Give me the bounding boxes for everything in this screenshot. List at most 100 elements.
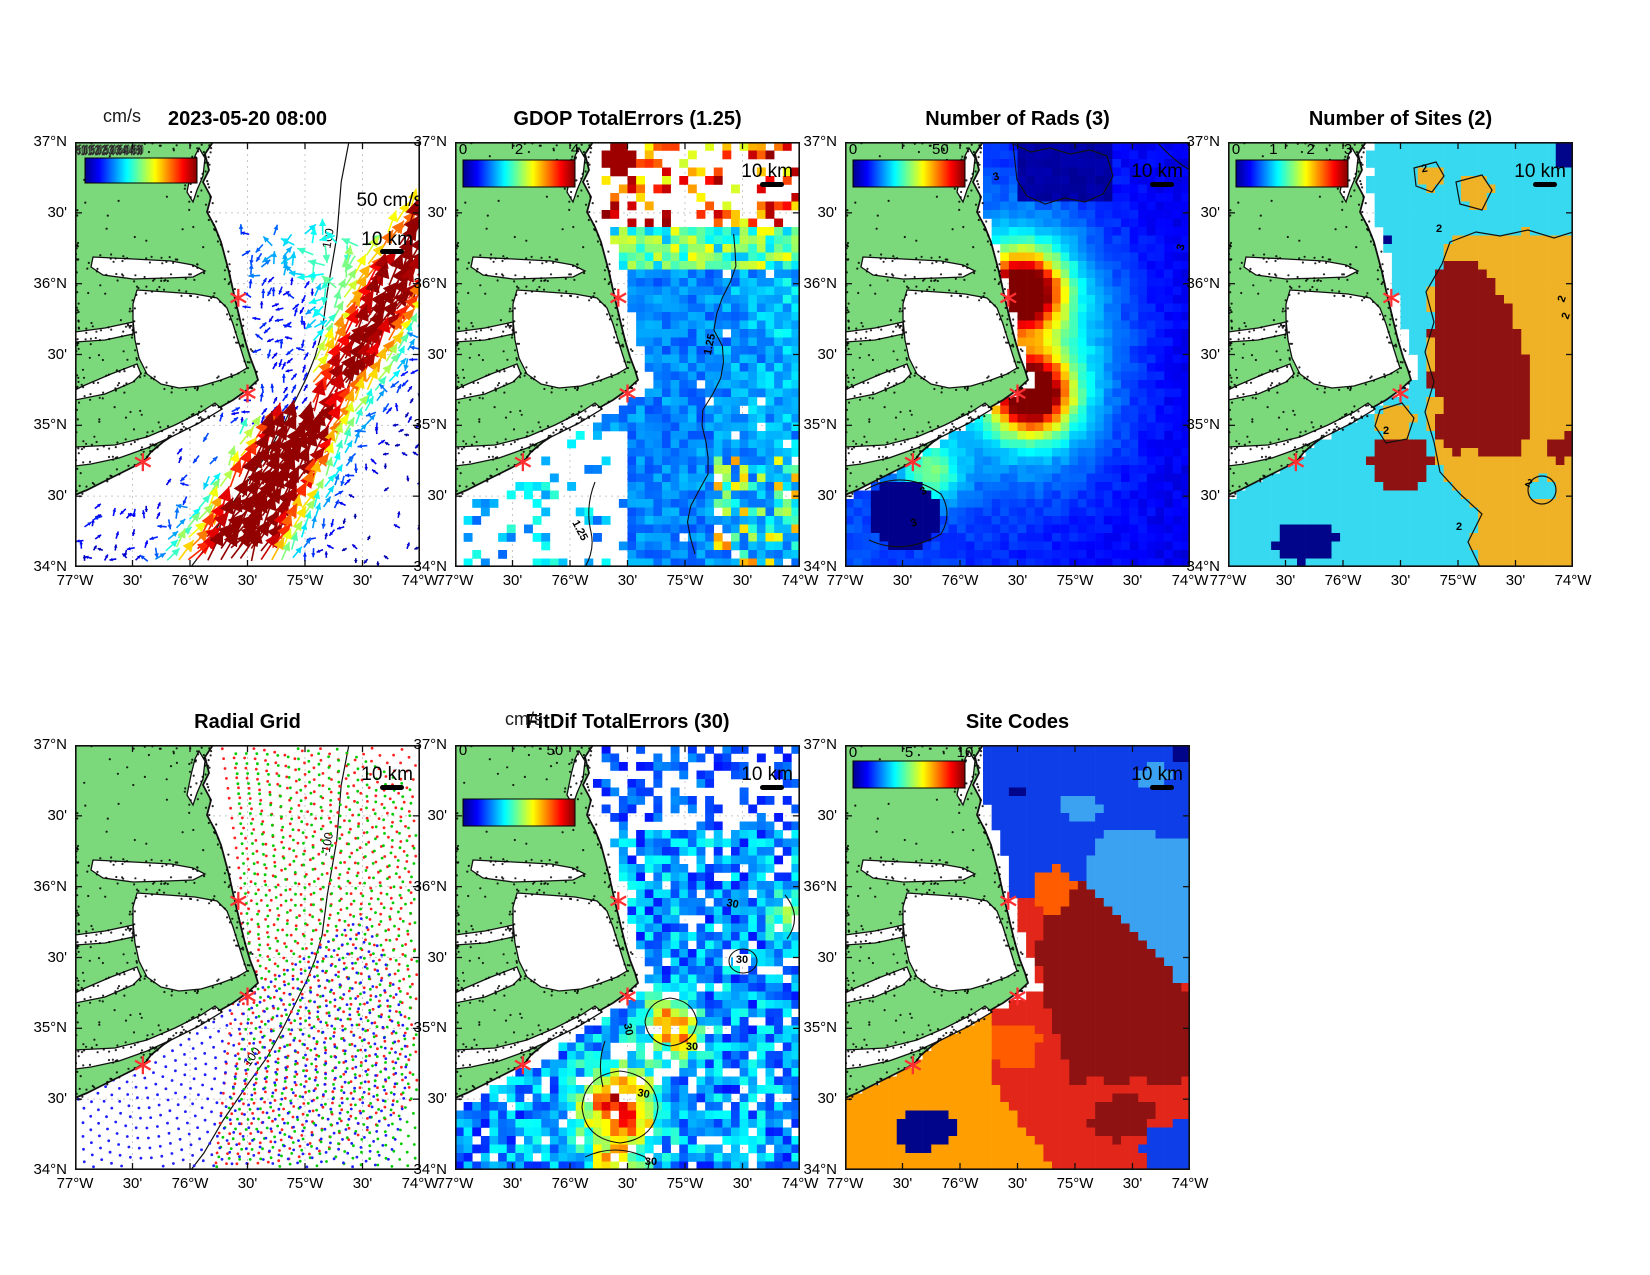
contour-label: 3: [1175, 243, 1188, 252]
axis-label-lat: 30': [817, 1090, 837, 1108]
axis-label-lon: 30': [237, 572, 258, 589]
heatmap-fitdif: [455, 745, 800, 1170]
axis-label-lon: 30': [122, 572, 143, 589]
axis-label-lon: 30': [617, 572, 638, 589]
svg-text:0 5 10 15 20 25 30 35 40 45 50: 0 5 10 15 20 25 30 35 40 45 50: [75, 142, 144, 158]
axis-label-lon: 30': [1122, 1175, 1143, 1192]
axis-label-lat: 36°N: [33, 274, 67, 292]
axis-label-lon: 30': [1390, 572, 1411, 589]
scale-bar: 10 km: [1131, 764, 1183, 790]
axis-label-lon: 77°W: [436, 572, 474, 589]
panel-radialgrid: Radial Grid -100 100 10 km 37°N 30' 36°N 30' 3…: [33, 711, 438, 1192]
scale-bar: 10 km: [361, 764, 413, 790]
map-currents: 1000 5 10 15 20 25 30 35 40 45 500 5 10 …: [75, 142, 420, 567]
axis-label-lon: 30': [352, 1175, 373, 1192]
axis-label-lat: 37°N: [803, 133, 837, 150]
site-markers: [514, 891, 636, 1075]
axis-label-lon: 75°W: [286, 1175, 324, 1192]
panel-numsites: Number of Sites (2) 2 2 2 2 2 2 2 0 1 2 3 10 km 37°…: [1186, 108, 1591, 589]
axis-label-lon: 76°W: [941, 1175, 979, 1192]
axes-frame: [75, 142, 420, 567]
axis-label-lon: 30': [1007, 572, 1028, 589]
axis-label-lon: 30': [122, 1175, 143, 1192]
axis-label-lat: 35°N: [803, 1019, 837, 1037]
contour-label: 2: [1383, 425, 1389, 437]
axis-label-lon: 75°W: [1056, 572, 1094, 589]
axis-label-lat: 30': [817, 203, 837, 221]
axis-label-lat: 34°N: [413, 558, 447, 575]
svg-text:3: 3: [909, 516, 919, 529]
axis-label-lon: 30': [1007, 1175, 1028, 1192]
axis-label-lon: 30': [617, 1175, 638, 1192]
panel-title-sitecodes: Site Codes: [965, 711, 1070, 733]
axis-label-lon: 76°W: [171, 572, 209, 589]
panel-title-numrads: Number of Rads (3): [925, 108, 1110, 130]
axes-frame: [455, 142, 800, 567]
axis-label-lon: 30': [237, 1175, 258, 1192]
axis-label-lat: 35°N: [413, 1019, 447, 1037]
axis-label-lat: 36°N: [413, 877, 447, 895]
axis-label-lat: 37°N: [33, 736, 67, 753]
axis-label-lat: 30': [817, 345, 837, 363]
axis-label-lat: 34°N: [1186, 558, 1220, 575]
contour-label: 3: [918, 485, 929, 498]
axis-label-lon: 30': [1275, 572, 1296, 589]
heatmap-sitecodes: [845, 745, 1190, 1170]
site-markers: [904, 891, 1026, 1075]
axis-label-lat: 30': [47, 487, 67, 505]
radial-fan-2: [76, 917, 408, 1169]
axis-label-lat: 35°N: [1186, 416, 1220, 434]
axis-label-lat: 36°N: [413, 274, 447, 292]
axis-label-lon: 76°W: [551, 1175, 589, 1192]
axis-label-lat: 30': [1200, 345, 1220, 363]
land-stipple: [845, 142, 1028, 498]
contour-label: 30: [645, 1156, 657, 1168]
axis-label-lon: 75°W: [1056, 1175, 1094, 1192]
axis-label-lon: 77°W: [56, 1175, 94, 1192]
svg-text:0: 0: [459, 142, 467, 158]
axis-label-lat: 36°N: [803, 877, 837, 895]
svg-text:50 cm/s: 50 cm/s: [356, 190, 420, 211]
panel-sitecodes: Site Codes 0 5 10 10 km 37°N 30' 36°N 30' 35°N 3…: [803, 711, 1208, 1192]
land-stipple: [455, 745, 638, 1101]
axis-label-lat: 35°N: [803, 416, 837, 434]
map-gdop: 1.251.250 2 410 km: [455, 142, 800, 567]
axis-label-lon: 77°W: [56, 572, 94, 589]
axis-label-lat: 30': [47, 1090, 67, 1108]
axis-label-lon: 74°W: [401, 572, 439, 589]
radial-fan-0: [214, 746, 419, 1166]
contour-label: 2: [1555, 294, 1568, 304]
graticule: [75, 745, 420, 1170]
axis-label-lat: 37°N: [803, 736, 837, 753]
contour-label: 3: [909, 516, 919, 529]
land-stipple: [455, 142, 638, 498]
axis-label-lat: 37°N: [33, 133, 67, 150]
scale-bar: 10 km: [741, 161, 793, 187]
axis-label-lon: 30': [892, 1175, 913, 1192]
axis-label-lat: 30': [427, 948, 447, 966]
svg-text:10 km: 10 km: [361, 229, 413, 250]
axes-frame: [845, 142, 1190, 567]
axis-label-lon: 76°W: [1324, 572, 1362, 589]
land: [845, 745, 1030, 1099]
axis-label-lat: 30': [427, 203, 447, 221]
axes-frame: [455, 745, 800, 1170]
axes-frame: [845, 745, 1190, 1170]
contour-label: 2: [1420, 163, 1428, 176]
colorbar: 0 5 10: [849, 745, 973, 789]
axis-label-lat: 34°N: [33, 1161, 67, 1178]
colorbar-unit-label: cm/s: [505, 709, 543, 729]
colorbar: 0 2 4: [459, 142, 579, 188]
contour-label: 30: [686, 1041, 698, 1053]
radial-fan-1: [215, 747, 419, 1169]
contour-label: 1.25: [702, 333, 718, 356]
svg-text:3: 3: [918, 485, 929, 498]
site-markers: [134, 891, 256, 1075]
heatmap-gdop: [463, 142, 800, 567]
axis-label-lon: 77°W: [436, 1175, 474, 1192]
heatmap-numsites: [1228, 142, 1573, 567]
land: [455, 142, 640, 496]
axis-label-lat: 30': [817, 487, 837, 505]
